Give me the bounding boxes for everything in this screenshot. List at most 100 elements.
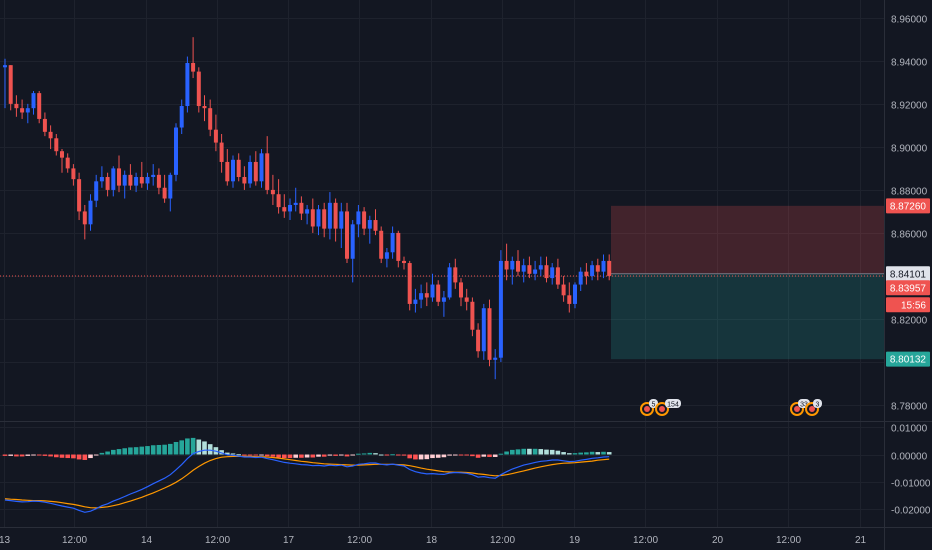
candle[interactable] [191,37,196,79]
candle[interactable] [139,161,144,188]
candle[interactable] [88,194,93,231]
candle[interactable] [396,230,401,268]
candle[interactable] [185,56,190,113]
candle[interactable] [538,256,543,276]
candle[interactable] [276,179,281,214]
candle[interactable] [310,198,315,233]
candle[interactable] [567,282,572,313]
candle[interactable] [288,198,292,221]
candle[interactable] [362,207,367,236]
candle[interactable] [282,194,287,218]
economic-events[interactable]: 5 154 33 3 [640,399,822,416]
candle[interactable] [42,112,47,137]
candle[interactable] [498,250,503,362]
candle[interactable] [595,258,600,281]
candle[interactable] [521,258,526,283]
candle[interactable] [504,243,509,281]
candle[interactable] [213,114,218,152]
candle[interactable] [219,133,224,173]
candle[interactable] [607,254,612,281]
time-scale[interactable]: 13 12:00 14 12:00 17 12:00 18 12:00 19 12:00 20 12:… [0,535,866,546]
candle[interactable] [590,260,595,281]
candle[interactable] [402,256,406,270]
candle[interactable] [60,149,64,173]
candle[interactable] [248,155,253,188]
candle[interactable] [179,99,184,134]
candle[interactable] [236,153,241,182]
candle[interactable] [14,95,19,117]
candle[interactable] [413,288,418,313]
candle[interactable] [333,198,338,242]
candle[interactable] [561,275,566,302]
candle[interactable] [65,153,70,173]
candle[interactable] [350,220,355,283]
candle[interactable] [253,151,258,186]
event-group-two[interactable]: 33 3 [790,399,822,416]
candle[interactable] [37,90,42,124]
candle[interactable] [208,99,213,137]
candle[interactable] [373,209,378,236]
candle[interactable] [578,267,583,292]
candle[interactable] [327,192,332,240]
candle[interactable] [25,103,30,124]
candle[interactable] [470,297,475,337]
candle[interactable] [105,172,110,197]
candle[interactable] [242,166,247,190]
event-group-one[interactable]: 5 154 [640,399,681,416]
stop-loss-zone[interactable] [611,205,884,274]
candle[interactable] [544,256,549,283]
candle[interactable] [71,164,76,186]
candle[interactable] [231,155,235,188]
candle[interactable] [202,95,207,122]
candle[interactable] [156,168,161,195]
take-profit-zone[interactable] [611,273,884,360]
candle[interactable] [111,166,116,197]
candle[interactable] [533,260,538,281]
candle[interactable] [379,226,384,264]
candle[interactable] [265,136,270,195]
candle[interactable] [196,67,201,113]
candle[interactable] [464,288,469,311]
candle[interactable] [487,299,492,367]
candle[interactable] [316,204,321,236]
candle[interactable] [384,247,389,268]
candle[interactable] [430,273,435,302]
candle[interactable] [94,174,99,208]
candle[interactable] [82,204,87,240]
candle[interactable] [584,263,589,285]
candle[interactable] [134,172,139,193]
candle[interactable] [305,204,310,225]
candle[interactable] [493,349,498,380]
candle[interactable] [436,280,441,307]
candle[interactable] [162,174,167,203]
candle[interactable] [345,202,349,264]
candle[interactable] [128,164,133,190]
candle[interactable] [367,215,372,244]
candle[interactable] [424,282,429,307]
candle[interactable] [407,260,412,311]
candle[interactable] [270,174,275,205]
candle[interactable] [527,256,532,279]
candle[interactable] [299,196,304,221]
candlestick-series[interactable] [3,37,612,380]
candle[interactable] [419,284,424,309]
candle[interactable] [601,254,606,279]
candle[interactable] [293,187,298,212]
candle[interactable] [20,99,25,119]
candle[interactable] [339,202,344,248]
candle[interactable] [77,172,82,221]
candle[interactable] [356,204,361,238]
candle[interactable] [573,282,577,309]
candle[interactable] [151,164,156,186]
candle[interactable] [48,125,53,150]
candle[interactable] [390,226,395,259]
candle[interactable] [476,323,481,358]
candle[interactable] [555,258,560,289]
candle[interactable] [168,172,173,212]
candle[interactable] [550,263,555,285]
candle[interactable] [99,166,104,188]
candle[interactable] [453,258,458,289]
candle[interactable] [259,149,264,188]
candle[interactable] [122,170,127,199]
